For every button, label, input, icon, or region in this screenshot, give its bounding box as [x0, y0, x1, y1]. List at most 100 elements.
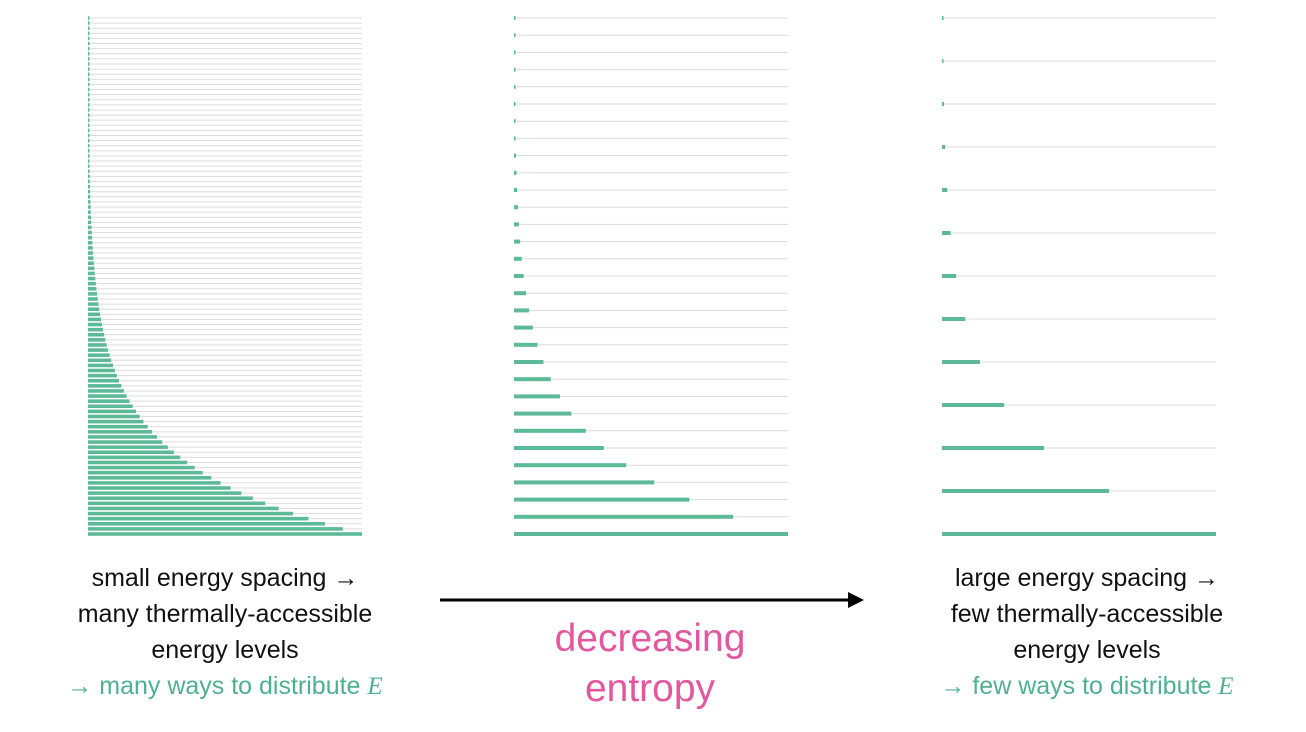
occupation-bar	[942, 231, 951, 235]
occupation-bar	[88, 486, 231, 490]
energy-levels-panel-large-spacing	[942, 16, 1216, 536]
occupation-bar	[514, 446, 604, 450]
occupation-bar	[514, 532, 788, 536]
occupation-bar	[88, 103, 90, 107]
occupation-bar	[942, 446, 1044, 450]
occupation-bar	[88, 128, 90, 133]
occupation-bar	[514, 428, 586, 433]
occupation-bar	[88, 72, 90, 76]
occupation-bar	[88, 241, 93, 245]
occupation-bar	[88, 516, 309, 521]
occupation-bar	[514, 480, 655, 485]
right-caption: large energy spacing → few thermally-acc…	[882, 560, 1292, 705]
occupation-bar	[942, 188, 948, 192]
occupation-bar	[88, 527, 343, 531]
occupation-bar	[88, 389, 124, 393]
occupation-bar	[88, 200, 91, 204]
occupation-bar	[88, 317, 102, 322]
occupation-bar	[88, 455, 181, 460]
occupation-bar	[88, 286, 97, 291]
occupation-bar	[88, 501, 266, 506]
occupation-bar	[514, 119, 516, 124]
occupation-bar	[88, 424, 148, 429]
occupation-bar	[88, 31, 90, 36]
left-caption-line-3: energy levels	[151, 636, 299, 664]
occupation-bar	[88, 394, 127, 398]
occupation-bar	[88, 46, 90, 51]
occupation-bar	[88, 118, 90, 122]
occupation-bar	[88, 256, 94, 260]
occupation-bar	[88, 409, 137, 414]
occupation-bar	[88, 465, 195, 470]
occupation-bar	[88, 302, 99, 306]
occupation-bar	[88, 399, 130, 403]
occupation-bar	[88, 149, 90, 153]
occupation-bar	[88, 266, 95, 271]
energy-levels-panel-small-spacing	[88, 16, 362, 536]
occupation-bar	[88, 62, 90, 66]
occupation-bar	[88, 41, 90, 46]
occupation-bar	[942, 403, 1005, 407]
occupation-bar	[88, 322, 102, 327]
left-caption-line-4: → many ways to distribute E	[20, 668, 430, 705]
occupation-bar	[88, 521, 325, 526]
occupation-bar	[88, 174, 90, 179]
occupation-bar	[88, 307, 100, 311]
occupation-bar	[88, 378, 120, 383]
right-arrow	[440, 592, 864, 608]
right-caption-line-1: large energy spacing →	[954, 564, 1220, 592]
occupation-bar	[88, 184, 90, 189]
occupation-bar	[88, 491, 242, 495]
occupation-bar	[88, 205, 91, 209]
right-caption-line-4: → few ways to distribute E	[882, 668, 1292, 705]
occupation-bar	[514, 411, 572, 416]
occupation-bar	[88, 235, 93, 240]
left-caption-line-1: small energy spacing →	[91, 564, 359, 592]
occupation-bar	[514, 84, 516, 89]
occupation-bar	[88, 476, 212, 480]
arrow-label-line-1: decreasing	[554, 617, 746, 660]
occupation-bar	[942, 59, 944, 63]
occupation-bar	[514, 274, 524, 278]
occupation-bar	[514, 136, 516, 141]
occupation-bar	[88, 511, 293, 516]
occupation-bar	[514, 16, 516, 20]
occupation-bar	[88, 496, 253, 501]
occupation-bar	[88, 113, 90, 117]
occupation-bar	[88, 133, 90, 138]
occupation-bar	[514, 222, 519, 227]
occupation-bar	[88, 164, 90, 168]
occupation-bar	[88, 430, 153, 434]
occupation-bar	[88, 460, 188, 465]
occupation-bar	[88, 138, 90, 143]
occupation-bar	[514, 308, 530, 313]
occupation-bar	[514, 188, 518, 192]
occupation-bar	[514, 153, 517, 158]
occupation-bar	[88, 332, 105, 337]
occupation-bar	[88, 373, 117, 378]
occupation-bar	[88, 195, 91, 199]
occupation-bar	[88, 97, 90, 102]
occupation-bar	[88, 189, 91, 194]
occupation-bar	[88, 445, 168, 449]
occupation-bar	[88, 368, 115, 373]
occupation-bar	[88, 384, 122, 388]
arrow-label-line-2: entropy	[584, 667, 716, 710]
occupation-bar	[514, 170, 517, 175]
occupation-bar	[88, 276, 96, 281]
right-caption-line-4-text: → few ways to distribute	[940, 672, 1219, 700]
occupation-bar	[88, 51, 90, 56]
right-caption-line-2: few thermally-accessible	[950, 600, 1224, 628]
occupation-bar	[88, 261, 94, 266]
occupation-bar	[88, 16, 90, 20]
arrow-label: decreasing entropy	[490, 614, 810, 714]
occupation-bar	[88, 281, 96, 286]
occupation-bar	[514, 205, 518, 210]
occupation-bar	[88, 532, 362, 536]
occupation-bar	[88, 108, 90, 112]
occupation-bar	[88, 26, 90, 31]
occupation-bar	[942, 317, 966, 321]
occupation-bar	[88, 230, 92, 235]
occupation-bar	[88, 210, 91, 214]
occupation-bar	[88, 57, 90, 61]
